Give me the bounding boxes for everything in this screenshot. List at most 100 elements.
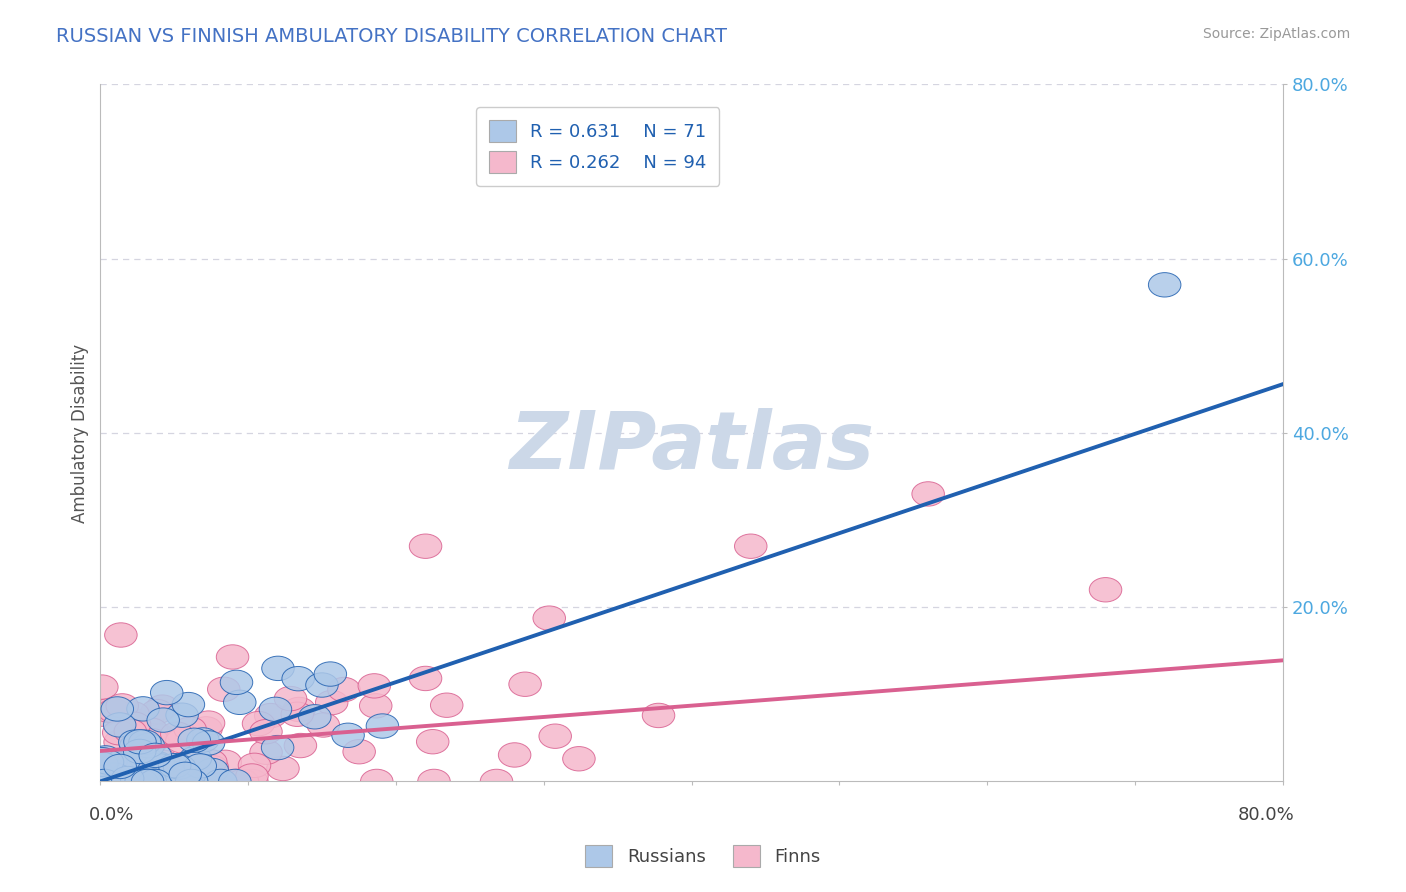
Ellipse shape <box>104 730 136 755</box>
Ellipse shape <box>125 769 157 794</box>
Ellipse shape <box>152 759 184 784</box>
Ellipse shape <box>643 703 675 728</box>
Ellipse shape <box>250 740 283 764</box>
Ellipse shape <box>90 769 122 794</box>
Ellipse shape <box>218 769 252 794</box>
Ellipse shape <box>1090 577 1122 602</box>
Text: Source: ZipAtlas.com: Source: ZipAtlas.com <box>1202 27 1350 41</box>
Ellipse shape <box>343 739 375 764</box>
Ellipse shape <box>122 756 155 780</box>
Ellipse shape <box>165 769 197 794</box>
Ellipse shape <box>307 713 340 737</box>
Ellipse shape <box>132 733 165 758</box>
Ellipse shape <box>94 769 127 794</box>
Ellipse shape <box>283 698 315 722</box>
Ellipse shape <box>127 697 159 721</box>
Ellipse shape <box>122 769 156 794</box>
Ellipse shape <box>169 769 201 794</box>
Ellipse shape <box>141 752 174 776</box>
Ellipse shape <box>166 729 198 753</box>
Ellipse shape <box>124 769 156 794</box>
Ellipse shape <box>98 763 131 788</box>
Ellipse shape <box>284 733 316 757</box>
Ellipse shape <box>135 718 167 742</box>
Ellipse shape <box>89 769 121 794</box>
Ellipse shape <box>204 769 238 794</box>
Ellipse shape <box>224 690 256 714</box>
Ellipse shape <box>533 606 565 631</box>
Ellipse shape <box>195 756 229 780</box>
Ellipse shape <box>314 662 347 686</box>
Ellipse shape <box>359 673 391 698</box>
Ellipse shape <box>179 748 211 772</box>
Ellipse shape <box>136 729 169 753</box>
Ellipse shape <box>131 769 165 794</box>
Ellipse shape <box>104 623 138 648</box>
Ellipse shape <box>281 702 314 726</box>
Ellipse shape <box>187 728 219 752</box>
Ellipse shape <box>148 750 180 774</box>
Ellipse shape <box>221 769 253 794</box>
Ellipse shape <box>101 751 135 775</box>
Ellipse shape <box>283 666 315 691</box>
Ellipse shape <box>418 769 450 794</box>
Ellipse shape <box>267 756 299 780</box>
Text: RUSSIAN VS FINNISH AMBULATORY DISABILITY CORRELATION CHART: RUSSIAN VS FINNISH AMBULATORY DISABILITY… <box>56 27 727 45</box>
Ellipse shape <box>146 695 179 719</box>
Ellipse shape <box>153 769 186 794</box>
Ellipse shape <box>150 681 183 705</box>
Ellipse shape <box>179 728 211 753</box>
Ellipse shape <box>128 746 162 770</box>
Ellipse shape <box>226 769 259 794</box>
Ellipse shape <box>328 677 360 702</box>
Ellipse shape <box>118 730 150 755</box>
Ellipse shape <box>104 769 136 794</box>
Ellipse shape <box>127 769 160 794</box>
Text: 80.0%: 80.0% <box>1239 805 1295 824</box>
Ellipse shape <box>93 753 125 778</box>
Ellipse shape <box>184 754 217 778</box>
Ellipse shape <box>107 769 139 794</box>
Ellipse shape <box>89 769 121 794</box>
Ellipse shape <box>172 769 204 794</box>
Ellipse shape <box>124 739 156 764</box>
Ellipse shape <box>298 705 330 729</box>
Ellipse shape <box>315 690 347 714</box>
Ellipse shape <box>120 734 152 758</box>
Ellipse shape <box>139 743 172 767</box>
Ellipse shape <box>409 534 441 558</box>
Ellipse shape <box>143 754 176 778</box>
Ellipse shape <box>120 769 153 794</box>
Ellipse shape <box>86 747 118 772</box>
Ellipse shape <box>101 697 134 721</box>
Ellipse shape <box>163 755 195 780</box>
Ellipse shape <box>124 730 156 754</box>
Ellipse shape <box>236 764 269 789</box>
Ellipse shape <box>91 750 124 774</box>
Ellipse shape <box>105 750 138 774</box>
Ellipse shape <box>120 754 153 779</box>
Ellipse shape <box>139 767 172 791</box>
Ellipse shape <box>93 698 125 723</box>
Ellipse shape <box>209 750 242 774</box>
Text: 0.0%: 0.0% <box>89 805 134 824</box>
Ellipse shape <box>117 702 149 726</box>
Ellipse shape <box>416 730 449 754</box>
Ellipse shape <box>145 765 177 789</box>
Ellipse shape <box>562 747 595 771</box>
Ellipse shape <box>135 769 167 794</box>
Ellipse shape <box>221 670 253 695</box>
Ellipse shape <box>176 769 208 794</box>
Ellipse shape <box>159 754 191 778</box>
Ellipse shape <box>121 733 153 757</box>
Ellipse shape <box>250 720 283 744</box>
Ellipse shape <box>104 713 136 737</box>
Legend: R = 0.631    N = 71, R = 0.262    N = 94: R = 0.631 N = 71, R = 0.262 N = 94 <box>477 107 718 186</box>
Ellipse shape <box>129 769 162 794</box>
Ellipse shape <box>204 769 238 794</box>
Ellipse shape <box>118 712 150 737</box>
Ellipse shape <box>94 769 127 794</box>
Ellipse shape <box>509 672 541 697</box>
Ellipse shape <box>430 693 463 717</box>
Ellipse shape <box>193 711 225 735</box>
